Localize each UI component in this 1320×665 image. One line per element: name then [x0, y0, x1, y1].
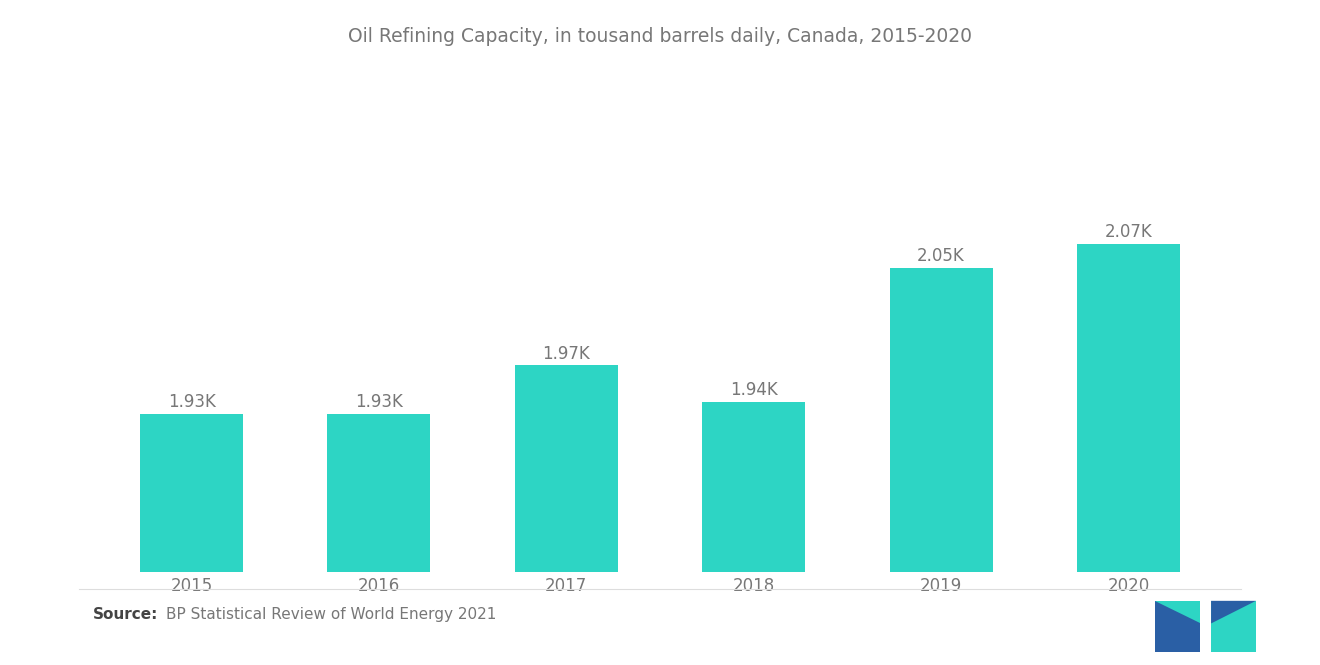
Text: 1.93K: 1.93K [355, 394, 403, 412]
Polygon shape [1212, 601, 1257, 624]
Bar [327, 414, 430, 665]
Polygon shape [1212, 601, 1257, 652]
Text: 1.97K: 1.97K [543, 344, 590, 362]
Bar [515, 365, 618, 665]
Bar [702, 402, 805, 665]
Text: 1.93K: 1.93K [168, 394, 215, 412]
Text: Oil Refining Capacity, in tousand barrels daily, Canada, 2015-2020: Oil Refining Capacity, in tousand barrel… [348, 27, 972, 46]
Text: BP Statistical Review of World Energy 2021: BP Statistical Review of World Energy 20… [166, 606, 496, 622]
Text: 2.05K: 2.05K [917, 247, 965, 265]
Bar [890, 268, 993, 665]
Text: 1.94K: 1.94K [730, 381, 777, 399]
Text: Source:: Source: [92, 606, 158, 622]
Bar [140, 414, 243, 665]
Polygon shape [1155, 601, 1200, 652]
Bar [1077, 243, 1180, 665]
Polygon shape [1155, 601, 1200, 624]
Text: 2.07K: 2.07K [1105, 223, 1152, 241]
